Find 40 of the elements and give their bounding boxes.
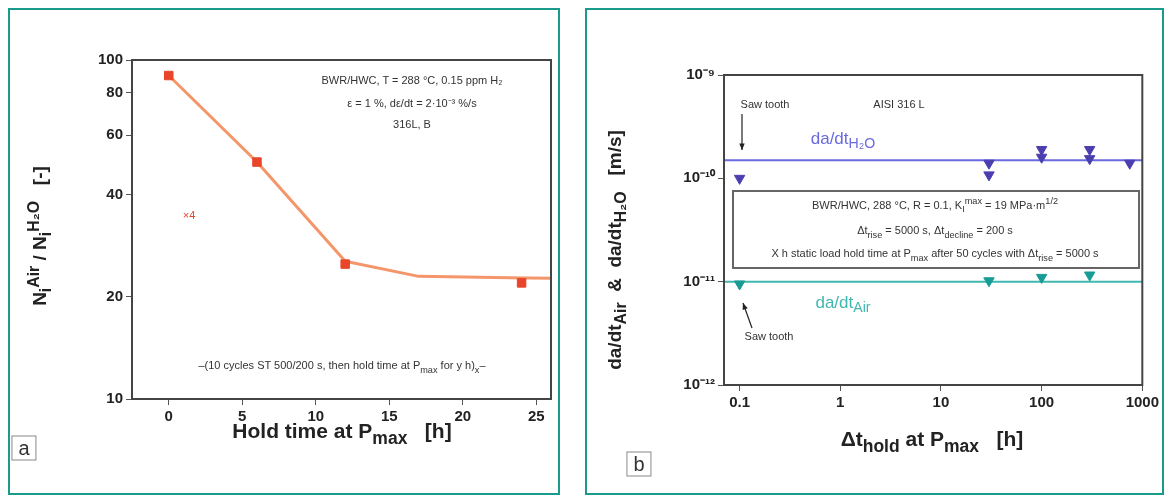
y-tick-label: 10⁻¹² [683,375,715,393]
x-tick-label: 25 [527,407,545,425]
x-tick-label: 10 [307,407,325,425]
x-tick-label: 0.1 [729,393,751,411]
x-tick-label: 5 [238,407,247,425]
x-axis-title: Δt$_{hold}$ at P$_{max}$ [h] [840,427,1024,457]
x-tick-label: 1000 [1125,393,1159,411]
annotation: BWR/HWC, T = 288 °C, 0.15 ppm H₂ [321,74,503,86]
y-tick-label: 10⁻¹¹ [683,271,715,289]
annotation: BWR/HWC, 288 °C, R = 0.1, K$_{I}$$^{max}$ = 19 MPa·m$^{1/2}$ [811,196,1059,214]
x-tick-label: 0 [164,407,173,425]
y-tick-label: 20 [106,287,123,305]
annotation: Saw tooth [744,330,794,342]
y-tick-label: 40 [106,185,123,203]
annotation: ×4 [182,209,196,221]
x-tick-label: 10 [932,393,950,411]
annotation: 316L, B [393,118,431,130]
annotation: –(10 cycles ST 500/200 s, then hold time at P$_{max}$ for y h)$_{x}$– [198,359,486,375]
y-tick-label: 60 [106,125,123,143]
y-tick-label: 100 [97,50,123,68]
ref-line-label: da/dt$_{Air}$ [815,292,871,315]
annotation: X h static load hold time at P$_{max}$ after 50 cycles with Δt$_{rise}$ = 5000 s [771,247,1099,263]
y-tick-label: 10⁻¹⁰ [683,168,716,186]
point [164,70,174,81]
text: b [626,451,652,477]
x-tick-label: 20 [454,407,472,425]
point [252,157,262,167]
point [340,259,350,269]
x-tick-label: 15 [380,407,398,425]
annotation: Δt$_{rise}$ = 5000 s, Δt$_{decline}$ = 200 s [857,224,1013,240]
x-tick-label: 1 [836,393,845,411]
y-tick-label: 80 [106,82,123,100]
y-tick-label: 10⁻⁹ [686,65,715,83]
x-tick-label: 100 [1029,393,1055,411]
annotation: Saw tooth [740,98,790,110]
annotation: ε = 1 %, dε/dt = 2·10⁻³ %/s [347,95,477,110]
text: a [11,435,37,461]
ref-line-label: da/dt$_{H₂O}$ [810,128,876,152]
annotation: AISI 316 L [873,98,925,110]
point [516,278,527,288]
